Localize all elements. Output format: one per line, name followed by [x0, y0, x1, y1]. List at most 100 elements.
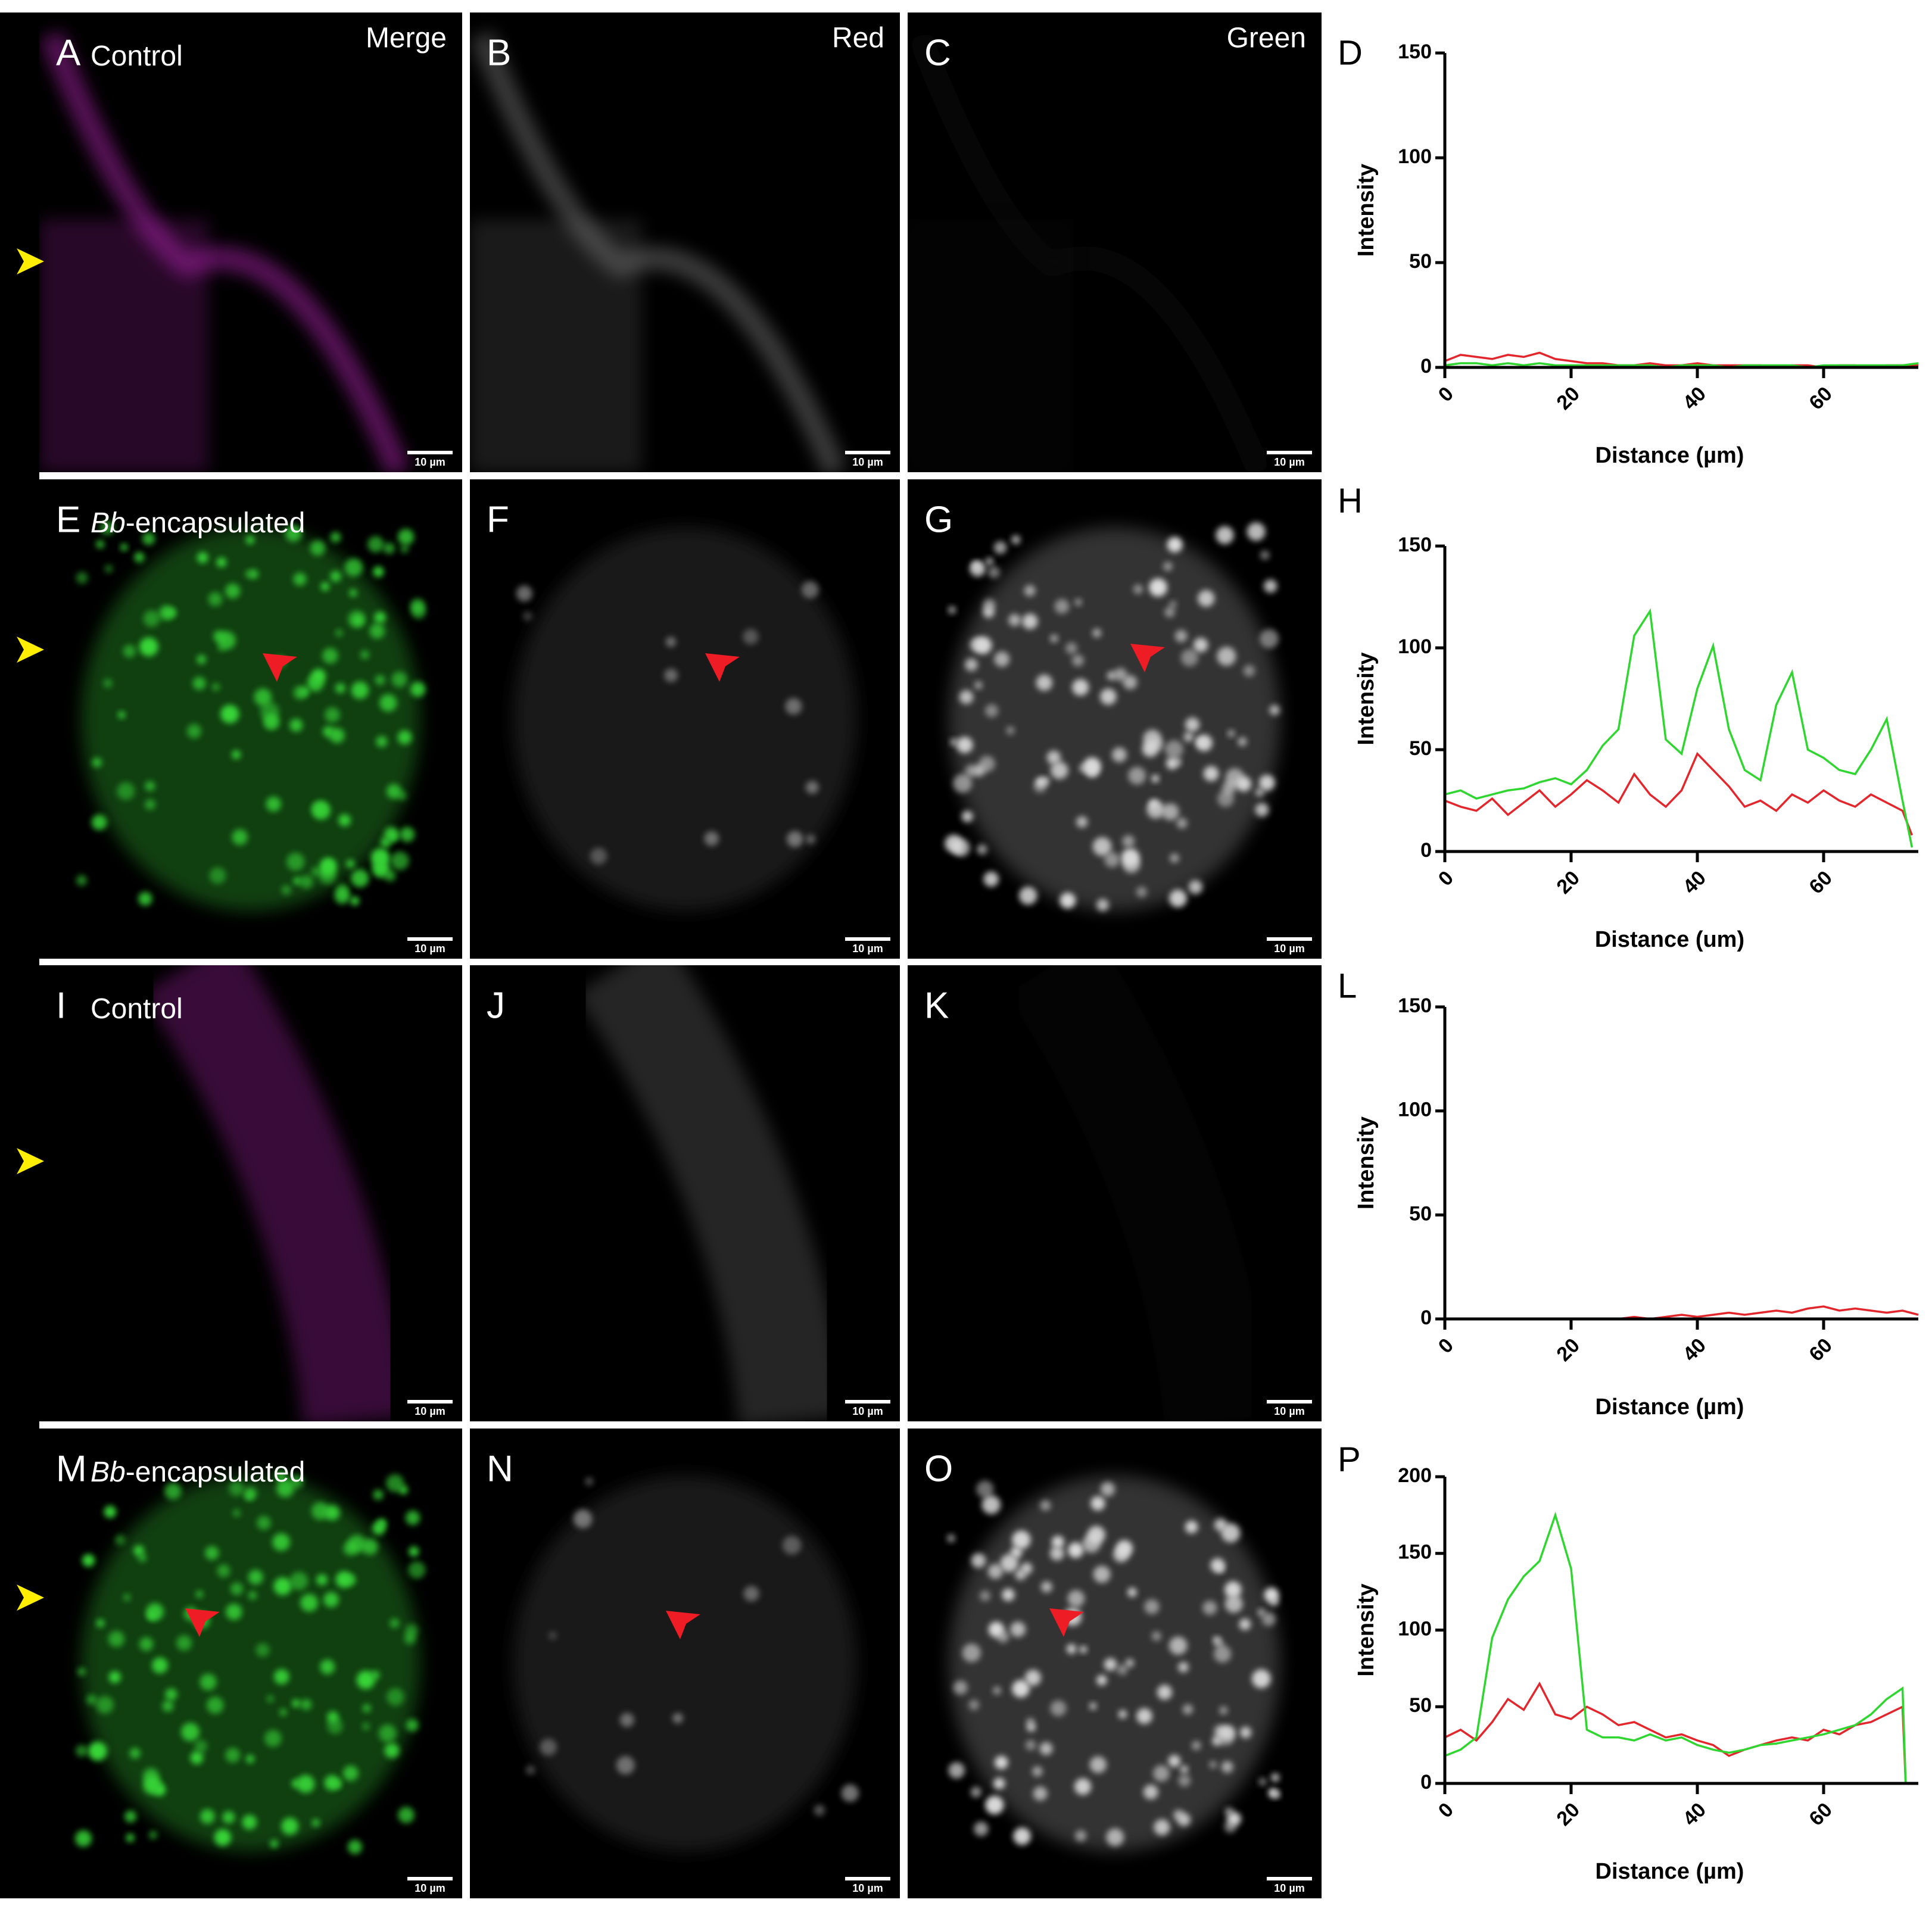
granule — [956, 737, 973, 753]
granule — [123, 1593, 131, 1601]
granule — [1264, 1587, 1279, 1602]
granule — [1024, 585, 1036, 597]
granule — [1180, 1765, 1189, 1774]
panel-letter: I — [56, 985, 66, 1026]
granule — [209, 867, 226, 884]
granule — [805, 781, 819, 794]
granule — [1107, 671, 1116, 681]
channel-label: Merge — [366, 23, 447, 54]
granule — [195, 1590, 204, 1598]
granule — [254, 688, 272, 706]
y-tick-label: 100 — [1398, 1099, 1432, 1121]
haze — [513, 527, 857, 911]
granule — [1136, 1708, 1152, 1724]
granule — [1176, 818, 1188, 829]
granule — [953, 1680, 968, 1695]
granule — [1082, 1535, 1101, 1553]
granule — [225, 1748, 241, 1763]
granule — [1153, 1765, 1170, 1782]
granule — [1123, 675, 1138, 690]
granule — [1255, 788, 1264, 797]
granule — [335, 683, 345, 694]
granule — [397, 791, 407, 800]
granule — [1252, 1669, 1271, 1688]
granule — [590, 847, 607, 865]
granule — [347, 1839, 363, 1854]
granule — [1177, 1813, 1191, 1827]
granule — [300, 1699, 312, 1710]
granule — [217, 644, 225, 652]
x-tick-label: 20 — [1552, 382, 1584, 414]
x-tick-label: 40 — [1678, 382, 1710, 414]
granule — [1193, 637, 1208, 653]
granule — [335, 1571, 353, 1588]
granule — [983, 606, 995, 618]
granule — [976, 1480, 994, 1498]
granule — [142, 1768, 160, 1785]
granule — [273, 1669, 289, 1685]
granule — [138, 891, 152, 906]
granule — [400, 545, 409, 553]
granule — [516, 585, 532, 602]
granule — [1149, 578, 1167, 597]
granule — [264, 1730, 282, 1747]
granule — [1022, 613, 1038, 629]
scale-bar-label: 10 µm — [1274, 1882, 1304, 1894]
granule — [384, 1743, 400, 1758]
granule — [293, 572, 307, 586]
granule — [1118, 1710, 1127, 1719]
granule — [1050, 634, 1058, 643]
panel-letter: B — [487, 32, 511, 73]
haze — [82, 527, 420, 911]
granule — [1104, 852, 1120, 868]
granule — [88, 1741, 107, 1761]
granule — [1217, 1565, 1224, 1573]
granule — [145, 781, 155, 791]
granule — [409, 1546, 419, 1557]
scale-bar — [845, 1400, 890, 1403]
granule — [197, 654, 207, 665]
granule — [200, 1809, 215, 1824]
granule — [1025, 1739, 1036, 1751]
granule — [1178, 1774, 1191, 1787]
granule — [232, 829, 248, 846]
granule — [974, 681, 983, 690]
granule — [289, 1571, 309, 1590]
granule — [522, 611, 532, 621]
granule — [1272, 1791, 1280, 1798]
panel-letter: G — [924, 499, 953, 540]
panel-letter: J — [487, 985, 505, 1026]
scale-bar-label: 10 µm — [1274, 456, 1304, 468]
side-bar — [0, 13, 39, 1898]
granule — [1216, 526, 1234, 544]
haze — [82, 1475, 420, 1852]
granule — [245, 1492, 253, 1501]
channel-label: Green — [1227, 23, 1306, 54]
granule — [1166, 757, 1179, 770]
granule — [1072, 679, 1089, 696]
x-tick-label: 40 — [1678, 1334, 1710, 1366]
red-arrowhead — [185, 1608, 220, 1637]
granule — [390, 852, 409, 871]
y-tick-label: 50 — [1409, 1694, 1432, 1717]
granule — [229, 1480, 244, 1496]
granule — [118, 711, 126, 719]
granule — [1002, 1588, 1015, 1601]
granule — [984, 704, 999, 718]
red-arrowhead — [263, 653, 297, 682]
granule — [216, 557, 227, 567]
granule — [323, 1592, 339, 1608]
granule — [1136, 886, 1147, 898]
granule — [1151, 1631, 1161, 1641]
granule — [192, 676, 206, 690]
granule — [398, 1807, 415, 1823]
y-tick-label: 0 — [1420, 355, 1432, 378]
granule — [406, 1718, 419, 1732]
granule — [743, 629, 759, 645]
granule — [245, 1754, 255, 1764]
scale-bar — [407, 1400, 453, 1403]
granule — [970, 1786, 981, 1798]
granule — [1011, 535, 1021, 544]
panel-letter: C — [924, 32, 951, 73]
